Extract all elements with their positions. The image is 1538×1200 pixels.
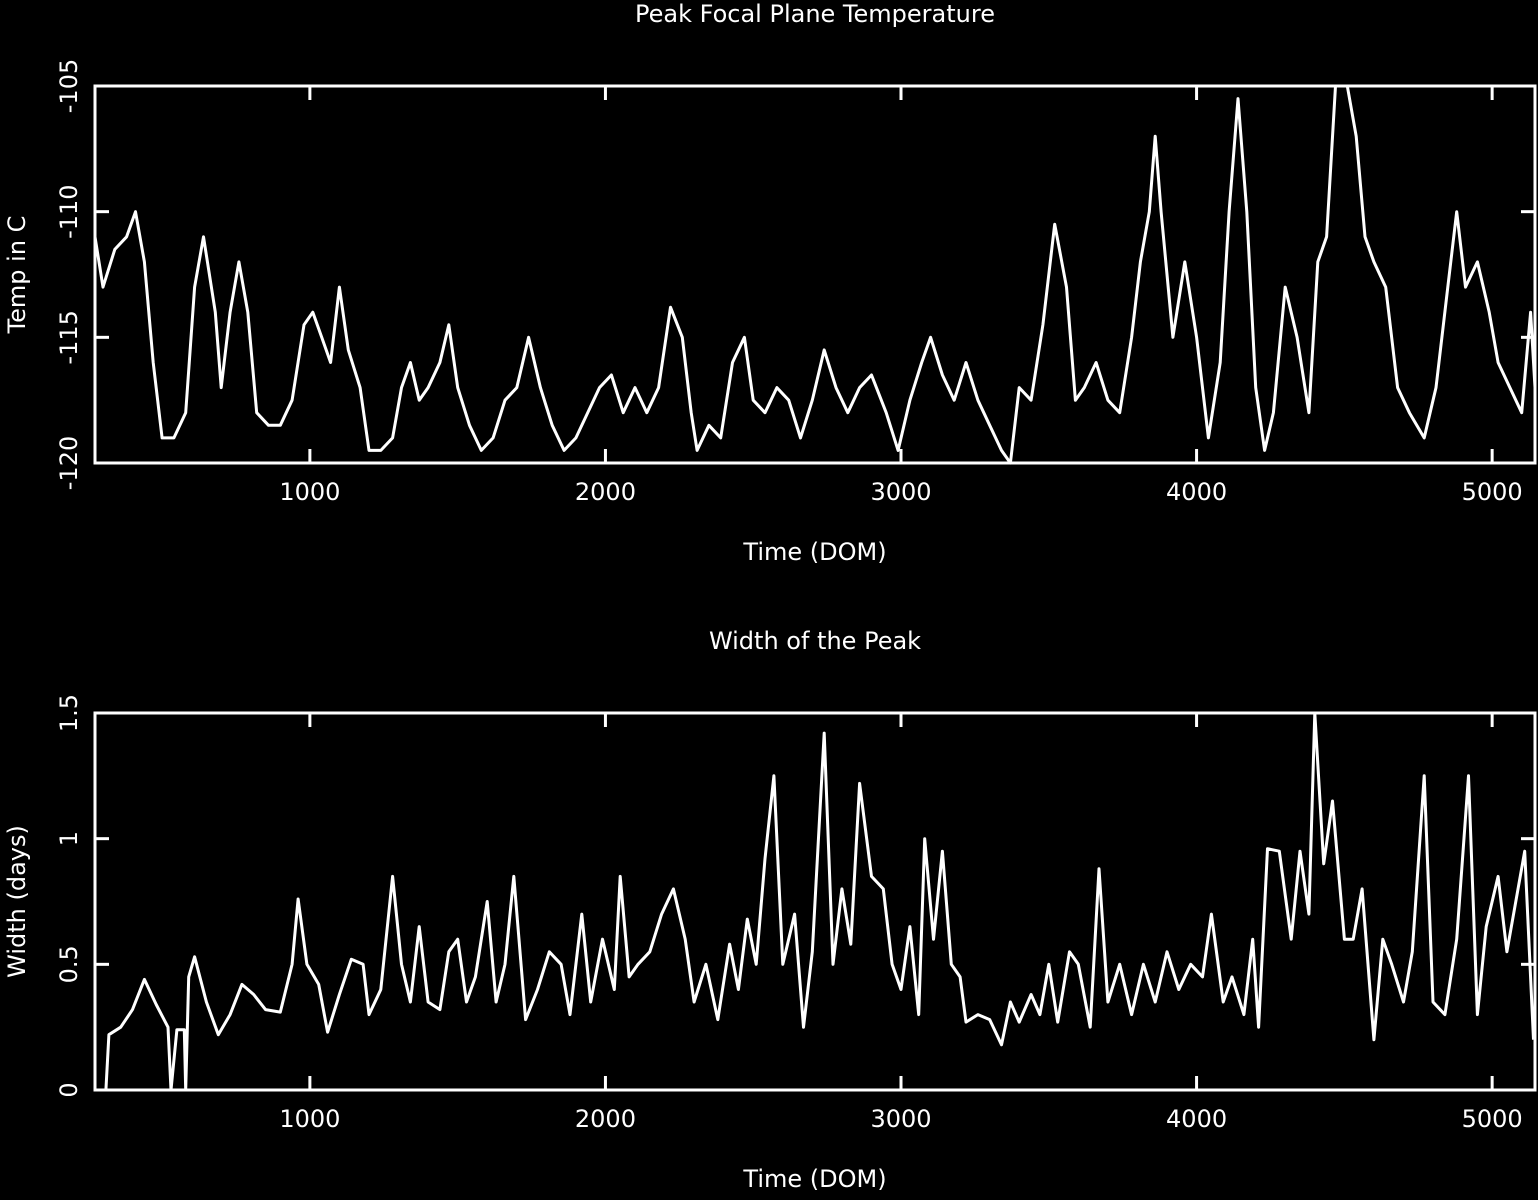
data-line — [93, 84, 1537, 465]
chart-title: Width of the Peak — [709, 627, 921, 655]
y-axis-label: Width (days) — [3, 825, 31, 978]
x-tick-label: 4000 — [1166, 1105, 1227, 1133]
y-tick-label: 0.5 — [55, 945, 83, 983]
chart-title: Peak Focal Plane Temperature — [635, 0, 995, 28]
x-axis-label: Time (DOM) — [742, 1165, 886, 1193]
y-tick-label: 1.5 — [55, 694, 83, 732]
x-tick-label: 5000 — [1462, 478, 1523, 506]
x-tick-label: 3000 — [870, 478, 931, 506]
data-line — [104, 711, 1535, 1092]
x-axis-label: Time (DOM) — [742, 538, 886, 566]
x-tick-label: 4000 — [1166, 478, 1227, 506]
y-tick-label: -120 — [55, 436, 83, 490]
x-tick-label: 2000 — [575, 478, 636, 506]
x-tick-label: 5000 — [1462, 1105, 1523, 1133]
y-tick-label: -115 — [55, 310, 83, 364]
y-tick-label: -105 — [55, 59, 83, 113]
x-tick-label: 1000 — [279, 478, 340, 506]
plot-frame — [93, 711, 1537, 1092]
y-tick-label: -110 — [55, 184, 83, 238]
x-tick-label: 2000 — [575, 1105, 636, 1133]
x-tick-label: 1000 — [279, 1105, 340, 1133]
y-tick-label: 1 — [55, 831, 83, 846]
y-tick-label: 0 — [55, 1082, 83, 1097]
x-tick-label: 3000 — [870, 1105, 931, 1133]
y-axis-label: Temp in C — [3, 216, 31, 335]
plot-frame — [93, 84, 1537, 465]
